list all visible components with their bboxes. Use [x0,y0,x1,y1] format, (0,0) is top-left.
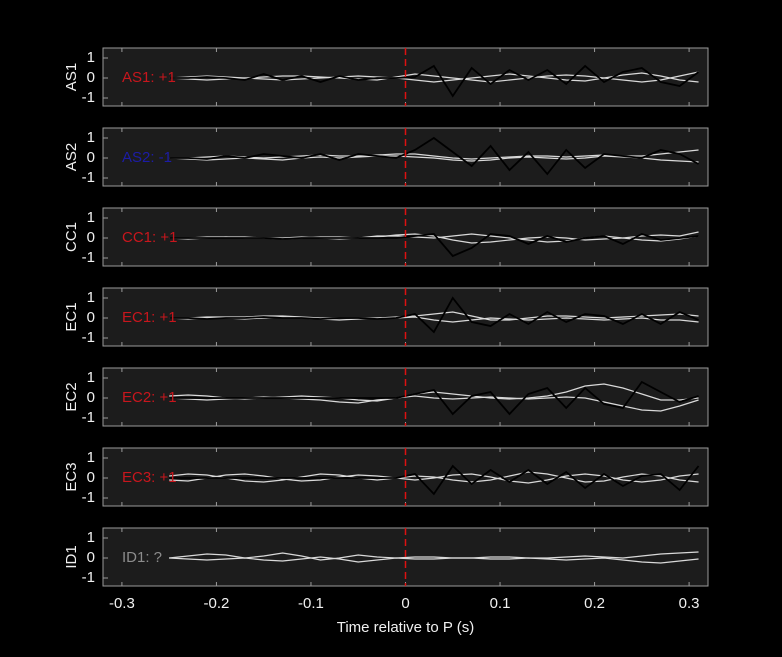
annotation: EC1: +1 [122,309,177,326]
trace [169,464,700,496]
x-tick-label: 0.2 [584,595,605,612]
y-axis-label: EC2 [63,382,80,411]
y-tick-label: 1 [87,49,95,66]
y-tick-label: 0 [87,309,95,326]
y-tick-label: -1 [82,569,95,586]
x-tick-label: 0.3 [679,595,700,612]
y-tick-label: -1 [82,329,95,346]
y-tick-label: -1 [82,89,95,106]
y-tick-label: 0 [87,549,95,566]
y-tick-label: 1 [87,209,95,226]
annotation: EC3: +1 [122,469,177,486]
y-axis-label: ID1 [63,545,80,568]
annotation: AS2: -1 [122,149,172,166]
x-tick-label: 0.1 [490,595,511,612]
y-axis-label: AS2 [63,143,80,171]
trace [169,471,699,483]
y-tick-label: 0 [87,389,95,406]
y-axis-label: EC1 [63,302,80,331]
y-axis-label: CC1 [63,222,80,252]
y-tick-label: -1 [82,169,95,186]
y-tick-label: 0 [87,229,95,246]
x-tick-label: -0.1 [298,595,324,612]
trace [169,380,699,416]
y-tick-label: 0 [87,69,95,86]
subplot: 1 0 -1 -0.3 -0.2 -0.1 0 0.1 0.2 0.3 ID1 Time relati… [63,527,709,636]
trace [169,296,699,334]
y-axis-label: EC3 [63,462,80,491]
x-tick-label: -0.3 [109,595,135,612]
trace [169,311,699,321]
y-tick-label: 0 [87,469,95,486]
trace [169,155,699,163]
y-tick-label: 1 [87,529,95,546]
y-tick-label: -1 [82,489,95,506]
x-axis-label: Time relative to P (s) [337,619,475,636]
y-tick-label: 0 [87,149,95,166]
annotation: AS1: +1 [122,69,176,86]
y-tick-label: -1 [82,409,95,426]
y-tick-label: 1 [87,129,95,146]
annotation: EC2: +1 [122,389,177,406]
y-axis-label: AS1 [63,63,80,91]
y-tick-label: 1 [87,369,95,386]
annotation: ID1: ? [122,549,162,566]
trace [169,316,699,323]
annotation: CC1: +1 [122,229,177,246]
trace [169,64,700,98]
x-tick-label: -0.2 [204,595,230,612]
trace [169,233,699,258]
trace [169,551,699,561]
x-tick-label: 0 [401,595,409,612]
trace [169,136,699,176]
trace [169,72,699,83]
y-tick-label: 1 [87,289,95,306]
y-tick-label: 1 [87,449,95,466]
trace [169,556,699,564]
y-tick-label: -1 [82,249,95,266]
